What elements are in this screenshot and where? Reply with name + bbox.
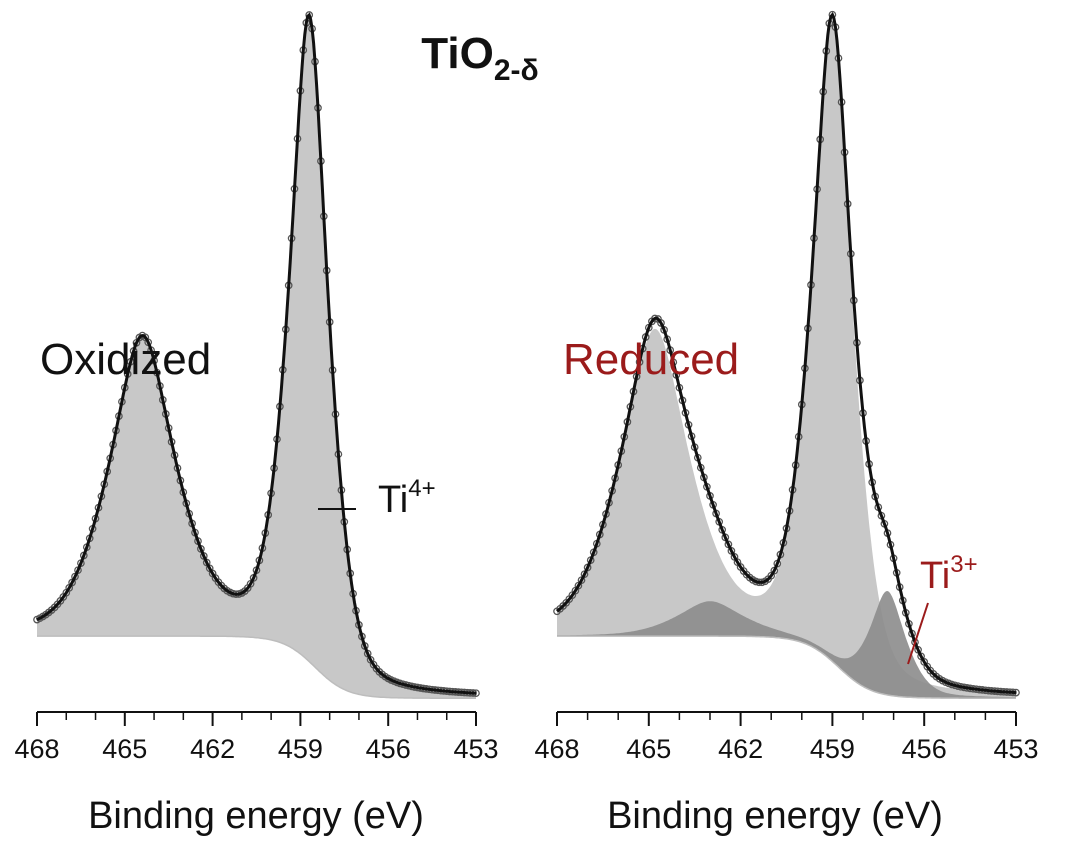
annotation-4+: Ti4+ bbox=[378, 475, 436, 521]
component-Ti4+-area bbox=[557, 21, 1016, 699]
title-subscript: 2-δ bbox=[494, 54, 539, 87]
data-point bbox=[574, 581, 583, 590]
annotation-superscript: 3+ bbox=[950, 551, 977, 578]
line-layer: Ti4+ bbox=[33, 11, 480, 699]
x-tick-label: 456 bbox=[366, 734, 411, 764]
panel-label-oxidized: Oxidized bbox=[40, 335, 211, 384]
x-tick-label: 465 bbox=[102, 734, 147, 764]
panel-reduced: Ti3+ 468 465 462 459 456 453 Reduced Binding … bbox=[534, 10, 1039, 837]
x-axis-label-oxidized: Binding energy (eV) bbox=[88, 795, 424, 837]
component-Ti4+-area bbox=[37, 15, 476, 699]
x-tick-label: 459 bbox=[810, 734, 855, 764]
fill-layer bbox=[557, 21, 1016, 699]
annotation-leader-3+ bbox=[907, 602, 929, 665]
x-tick-label: 453 bbox=[453, 734, 498, 764]
annotation-3+: Ti3+ bbox=[920, 551, 978, 597]
x-tick-label: 462 bbox=[718, 734, 763, 764]
background-line bbox=[37, 635, 476, 699]
x-tick-label: 465 bbox=[626, 734, 671, 764]
panel-label-reduced: Reduced bbox=[563, 335, 739, 384]
x-tick-label: 456 bbox=[902, 734, 947, 764]
fill-layer bbox=[37, 15, 476, 699]
annotation-superscript: 4+ bbox=[408, 475, 435, 502]
annotation-base: Ti bbox=[920, 555, 950, 597]
x-tick-label: 453 bbox=[993, 734, 1038, 764]
data-point bbox=[246, 579, 255, 588]
axis-layer: 468 465 462 459 456 453 bbox=[14, 711, 499, 764]
panel-oxidized: Ti4+ 468 465 462 459 456 453 Oxidized Binding… bbox=[14, 11, 499, 837]
title-main: TiO bbox=[421, 29, 494, 78]
line-layer: Ti3+ bbox=[553, 10, 1020, 699]
x-tick-label: 468 bbox=[14, 734, 59, 764]
figure-title: TiO2-δ bbox=[421, 29, 538, 87]
fit-envelope-line bbox=[556, 11, 1017, 695]
fit-envelope-line bbox=[36, 12, 477, 695]
x-tick-label: 468 bbox=[534, 734, 579, 764]
axis-layer: 468 465 462 459 456 453 bbox=[534, 711, 1039, 764]
annotation-base: Ti bbox=[378, 479, 408, 521]
x-axis-label-reduced: Binding energy (eV) bbox=[607, 795, 943, 837]
component-Ti3+-area bbox=[557, 591, 1016, 699]
background-line bbox=[557, 635, 1016, 699]
x-tick-label: 459 bbox=[278, 734, 323, 764]
x-tick-label: 462 bbox=[190, 734, 235, 764]
